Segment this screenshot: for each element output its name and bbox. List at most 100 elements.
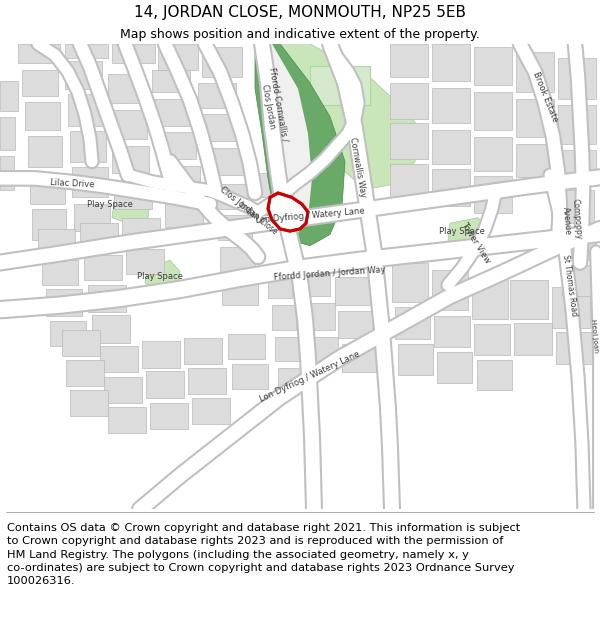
Polygon shape <box>432 88 470 123</box>
Polygon shape <box>112 146 149 172</box>
Polygon shape <box>252 204 284 229</box>
Polygon shape <box>72 167 108 198</box>
Polygon shape <box>516 99 554 137</box>
Polygon shape <box>558 189 594 223</box>
Polygon shape <box>228 334 265 359</box>
Polygon shape <box>248 173 280 198</box>
Polygon shape <box>42 260 78 285</box>
Polygon shape <box>100 346 138 372</box>
Polygon shape <box>122 217 160 242</box>
Text: Ffordd Jordan / Jordan Way: Ffordd Jordan / Jordan Way <box>274 266 386 282</box>
Polygon shape <box>398 344 433 375</box>
Polygon shape <box>474 324 510 354</box>
Polygon shape <box>0 81 18 111</box>
Polygon shape <box>70 131 106 161</box>
Polygon shape <box>474 92 512 130</box>
Polygon shape <box>92 315 130 343</box>
Polygon shape <box>558 106 596 144</box>
Text: Play Space: Play Space <box>137 271 183 281</box>
Polygon shape <box>184 338 222 364</box>
Text: Brook Estate: Brook Estate <box>531 70 559 123</box>
Polygon shape <box>65 61 102 89</box>
Polygon shape <box>88 285 126 312</box>
Polygon shape <box>552 288 590 328</box>
Polygon shape <box>192 398 230 424</box>
Polygon shape <box>302 337 338 364</box>
Polygon shape <box>110 110 147 139</box>
Polygon shape <box>32 209 66 240</box>
Polygon shape <box>50 321 86 346</box>
Polygon shape <box>295 268 330 296</box>
Polygon shape <box>390 44 428 78</box>
Polygon shape <box>222 276 258 305</box>
Polygon shape <box>390 123 428 159</box>
Text: Lilac Drive: Lilac Drive <box>50 178 94 189</box>
Polygon shape <box>112 44 155 63</box>
Polygon shape <box>28 136 62 167</box>
Text: Play Space: Play Space <box>439 227 485 236</box>
Polygon shape <box>338 311 373 338</box>
Polygon shape <box>432 130 470 164</box>
Polygon shape <box>474 47 512 85</box>
Polygon shape <box>152 69 190 92</box>
Polygon shape <box>395 308 430 339</box>
Text: Heol Joan: Heol Joan <box>590 318 598 352</box>
Polygon shape <box>155 99 193 126</box>
Polygon shape <box>272 305 296 330</box>
Polygon shape <box>215 184 248 209</box>
Polygon shape <box>268 193 308 231</box>
Polygon shape <box>278 368 304 392</box>
Polygon shape <box>335 277 370 305</box>
Polygon shape <box>432 44 470 81</box>
Polygon shape <box>108 74 145 103</box>
Polygon shape <box>390 164 428 201</box>
Polygon shape <box>22 69 58 96</box>
Polygon shape <box>202 114 240 141</box>
Polygon shape <box>46 289 82 316</box>
Polygon shape <box>218 216 252 240</box>
Text: Map shows position and indicative extent of the property.: Map shows position and indicative extent… <box>120 28 480 41</box>
Text: Lon Dyfriog / Watery Lane: Lon Dyfriog / Watery Lane <box>255 206 365 224</box>
Text: Compoppy
Avenue: Compoppy Avenue <box>560 199 583 241</box>
Polygon shape <box>30 173 65 204</box>
Polygon shape <box>158 132 196 159</box>
Polygon shape <box>198 83 236 107</box>
Polygon shape <box>70 391 108 416</box>
Polygon shape <box>66 360 104 386</box>
Polygon shape <box>18 44 60 63</box>
Polygon shape <box>514 323 552 354</box>
Polygon shape <box>516 144 554 177</box>
Polygon shape <box>62 330 100 356</box>
Polygon shape <box>437 352 472 382</box>
Text: Play Space: Play Space <box>87 200 133 209</box>
Polygon shape <box>255 44 345 246</box>
Polygon shape <box>432 169 470 206</box>
Text: 14, JORDAN CLOSE, MONMOUTH, NP25 5EB: 14, JORDAN CLOSE, MONMOUTH, NP25 5EB <box>134 5 466 20</box>
Polygon shape <box>390 83 428 119</box>
Text: Cornwallis Way: Cornwallis Way <box>348 136 368 198</box>
Polygon shape <box>126 249 164 274</box>
Polygon shape <box>205 148 244 175</box>
Polygon shape <box>0 156 14 189</box>
Polygon shape <box>108 408 146 433</box>
Polygon shape <box>310 66 370 106</box>
Polygon shape <box>220 247 255 271</box>
Polygon shape <box>232 364 268 389</box>
Text: Jordan Close: Jordan Close <box>236 199 280 236</box>
Polygon shape <box>392 262 428 302</box>
Polygon shape <box>80 223 118 249</box>
Polygon shape <box>84 254 122 281</box>
Polygon shape <box>165 200 203 227</box>
Text: St Thomas Road: St Thomas Road <box>561 254 579 316</box>
Polygon shape <box>65 44 108 58</box>
Polygon shape <box>268 274 292 299</box>
Polygon shape <box>112 189 150 223</box>
Polygon shape <box>474 176 512 213</box>
Polygon shape <box>342 344 377 372</box>
Polygon shape <box>516 52 554 92</box>
Polygon shape <box>38 229 75 254</box>
Polygon shape <box>556 332 594 364</box>
Polygon shape <box>188 368 226 394</box>
Polygon shape <box>262 44 312 236</box>
Polygon shape <box>150 402 188 429</box>
